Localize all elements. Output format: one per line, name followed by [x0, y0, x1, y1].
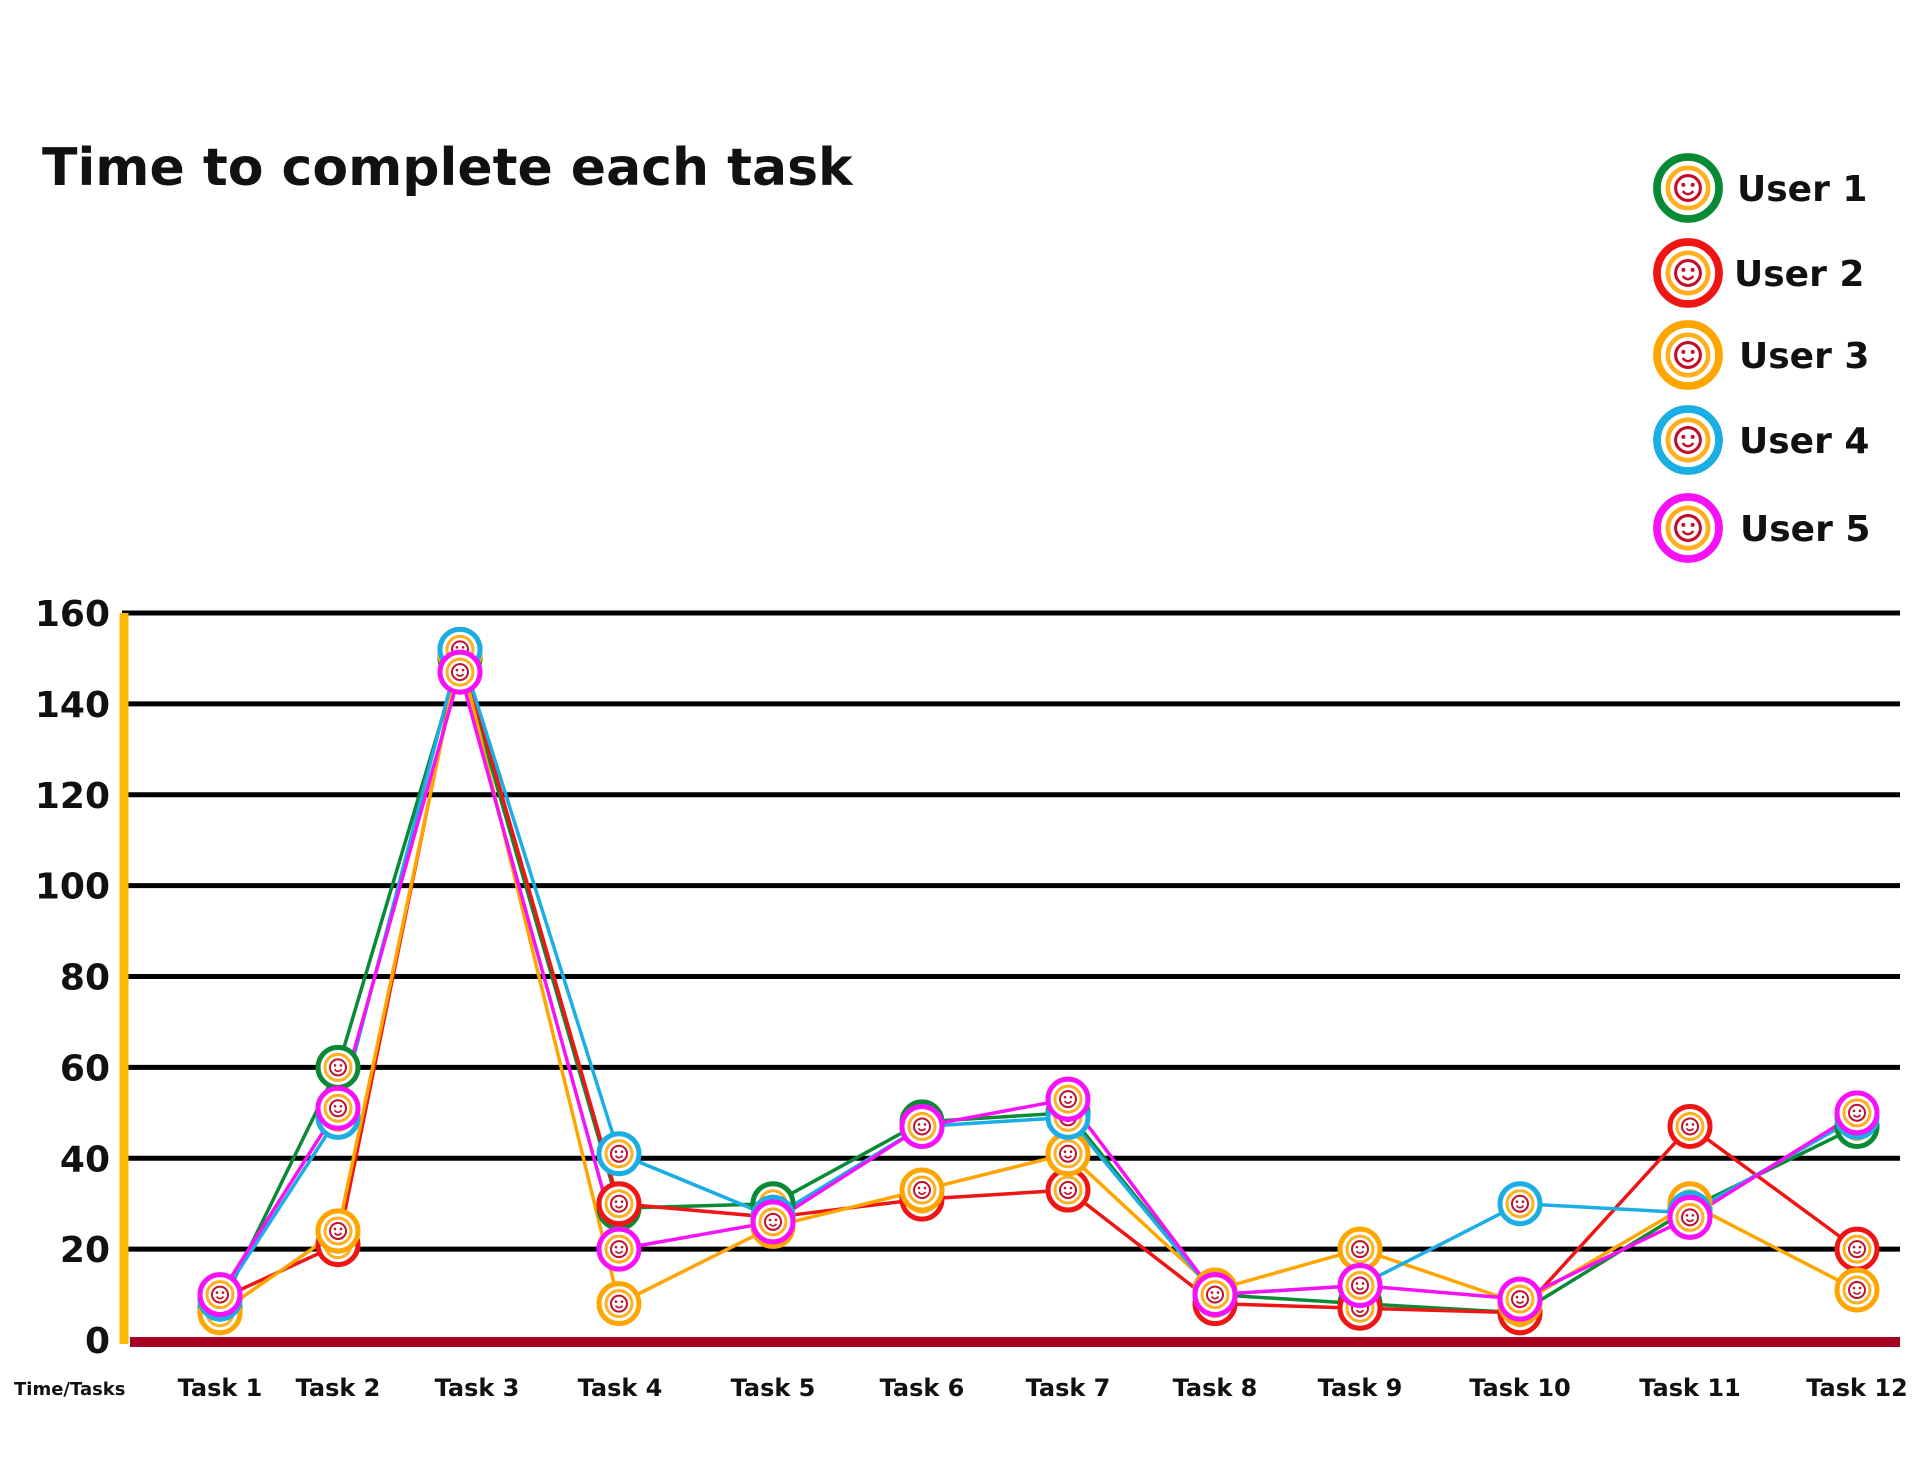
- data-point-user-5: [750, 1199, 796, 1245]
- y-tick-label: 80: [60, 958, 110, 999]
- legend-marker-icon: [1653, 238, 1723, 308]
- series-line-user-2: [219, 647, 1859, 1315]
- x-tick-label: Task 7: [1026, 1374, 1111, 1402]
- data-point-user-2: [1834, 1226, 1880, 1272]
- axes: [119, 613, 1900, 1347]
- legend-marker-icon: [1653, 153, 1723, 223]
- data-point-user-5: [315, 1085, 361, 1131]
- chart-title: Time to complete each task: [42, 138, 854, 198]
- data-point-user-5: [437, 649, 483, 695]
- x-tick-labels: Task 1 Task 2 Task 3 Task 4 Task 5 Task 6 Task…: [178, 1374, 1908, 1402]
- legend-marker-icon: [1653, 405, 1723, 475]
- x-tick-label: Task 9: [1318, 1374, 1403, 1402]
- y-tick-label: 160: [35, 594, 110, 635]
- legend-label: User 3: [1739, 336, 1869, 377]
- legend-item-user-4: User 4: [1653, 405, 1869, 475]
- x-tick-label: Task 2: [296, 1374, 381, 1402]
- data-point-user-5: [1834, 1090, 1880, 1136]
- y-tick-label: 40: [60, 1139, 110, 1180]
- series-markers: [197, 626, 1880, 1336]
- x-tick-label: Task 8: [1173, 1374, 1258, 1402]
- data-point-user-3: [1337, 1226, 1383, 1272]
- data-point-user-5: [899, 1103, 945, 1149]
- data-point-user-4: [1497, 1181, 1543, 1227]
- data-point-user-5: [197, 1272, 243, 1318]
- data-point-user-3: [1834, 1267, 1880, 1313]
- legend-item-user-3: User 3: [1653, 320, 1869, 390]
- y-tick-label: 120: [35, 776, 110, 817]
- data-point-user-5: [596, 1226, 642, 1272]
- x-tick-label: Task 4: [578, 1374, 663, 1402]
- data-point-user-5: [1667, 1194, 1713, 1240]
- x-tick-label: Task 10: [1469, 1374, 1570, 1402]
- legend-marker-icon: [1653, 493, 1723, 563]
- legend-item-user-5: User 5: [1653, 493, 1870, 563]
- y-tick-label: 100: [35, 867, 110, 908]
- data-point-user-1: [315, 1044, 361, 1090]
- data-point-user-5: [1192, 1272, 1238, 1318]
- data-point-user-2: [596, 1181, 642, 1227]
- y-tick-label: 60: [60, 1048, 110, 1089]
- data-point-user-2: [1667, 1103, 1713, 1149]
- x-tick-label: Task 5: [731, 1374, 816, 1402]
- series-line-user-5: [218, 670, 1858, 1301]
- y-tick-labels: 0 20 40 60 80 100 120 140 160: [35, 594, 110, 1362]
- legend-item-user-1: User 1: [1653, 153, 1867, 223]
- x-tick-label: Task 3: [435, 1374, 520, 1402]
- data-point-user-5: [1337, 1262, 1383, 1308]
- series-lines: [218, 647, 1859, 1315]
- legend-label: User 4: [1739, 421, 1869, 462]
- data-point-user-3: [315, 1208, 361, 1254]
- corner-axis-label: Time/Tasks: [14, 1379, 126, 1400]
- legend: User 1 User 2 User 3 User 4 User 5: [1653, 153, 1870, 563]
- y-tick-label: 140: [35, 685, 110, 726]
- y-tick-label: 20: [60, 1230, 110, 1271]
- data-point-user-3: [899, 1167, 945, 1213]
- data-point-user-2: [1045, 1167, 1091, 1213]
- data-point-user-5: [1045, 1076, 1091, 1122]
- data-point-user-4: [596, 1131, 642, 1177]
- x-tick-label: Task 6: [880, 1374, 965, 1402]
- data-point-user-3: [596, 1281, 642, 1327]
- data-point-user-3: [1045, 1131, 1091, 1177]
- legend-marker-icon: [1653, 320, 1723, 390]
- x-tick-label: Task 12: [1806, 1374, 1907, 1402]
- legend-label: User 1: [1737, 169, 1867, 210]
- legend-item-user-2: User 2: [1653, 238, 1864, 308]
- legend-label: User 2: [1734, 254, 1864, 295]
- data-point-user-5: [1497, 1276, 1543, 1322]
- y-tick-label: 0: [85, 1321, 110, 1362]
- legend-label: User 5: [1740, 509, 1870, 550]
- series-line-user-4: [218, 647, 1858, 1301]
- x-tick-label: Task 1: [178, 1374, 263, 1402]
- x-tick-label: Task 11: [1639, 1374, 1740, 1402]
